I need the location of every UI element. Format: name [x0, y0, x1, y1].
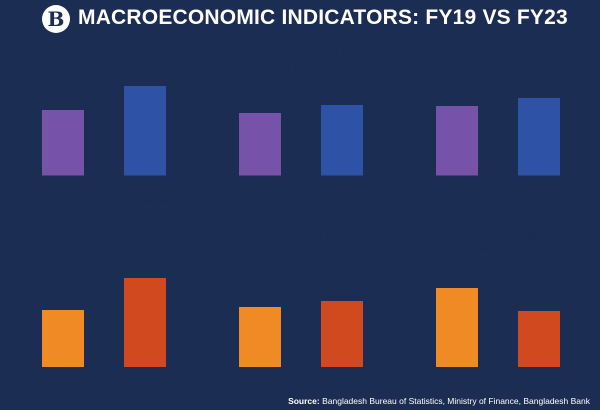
- source-label: Source:: [288, 396, 320, 406]
- tick-note: (Revised): [320, 385, 365, 387]
- panel-subtitle: AS % OF GDP: [263, 62, 337, 74]
- panel-subtitle: (TAKA PER US DOLLAR): [40, 243, 166, 255]
- bar-fy19: [436, 288, 478, 367]
- bar-chart: $40.5B $45.7B FY19 FY23(up to April): [416, 80, 578, 206]
- tick-note: (Provisional): [116, 194, 174, 206]
- panel-govt-expenditure: 13.3% 14.9% FY19 FY23 (Revised) GOVT EXPENDI…: [203, 40, 397, 206]
- brand-logo: B: [42, 5, 70, 33]
- bar-fy19: [42, 110, 84, 176]
- tick-label: FY19: [49, 181, 77, 193]
- data-label: 84.50: [47, 292, 80, 307]
- panel-private-investment: 25.25% 21.8% FY19 FY23(Revised) PRIVATE INV…: [400, 221, 594, 387]
- source-text: Bangladesh Bureau of Statistics, Ministr…: [322, 396, 590, 406]
- panel-subtitle: AS % OF GDP: [263, 243, 337, 255]
- data-label: 25.25%: [435, 270, 480, 285]
- logo-letter: B: [47, 7, 65, 31]
- source-note: Source: Bangladesh Bureau of Statistics,…: [288, 396, 590, 406]
- tick-note: (Revised): [320, 194, 365, 206]
- bar-fy23: [124, 86, 166, 176]
- bar-chart: $351B $454B FY19 FY23(Provisional): [22, 68, 184, 206]
- bar-fy19: [436, 106, 478, 176]
- bar-fy23: [518, 311, 560, 367]
- tick-label: FY23: [328, 372, 356, 384]
- data-label: 14.9%: [324, 87, 361, 102]
- tick-label: FY19: [443, 372, 471, 384]
- bar-fy19: [239, 307, 281, 367]
- axis-end-dot: [574, 174, 578, 178]
- axis-end-dot: [416, 174, 420, 178]
- data-label: 5.1%: [327, 283, 357, 298]
- data-label: 13.3%: [242, 95, 279, 110]
- tick-label: FY19: [246, 181, 274, 193]
- bar-chart: 4.7% 5.1% FY19 FY23(Revised): [239, 283, 365, 387]
- panel-export-earnings: $40.5B $45.7B FY19 FY23 (up to April) EXPORT…: [400, 40, 594, 206]
- panel-subtitle: AS % OF GDP: [460, 243, 534, 255]
- tick-label: FY19: [246, 372, 274, 384]
- panel-title: GOVT EXPENDITURE: [241, 48, 359, 60]
- data-label: $454B: [126, 68, 164, 83]
- tick-label: JUN 2019: [37, 372, 89, 384]
- panel-title: PRIVATE INVESTMENT: [434, 229, 560, 241]
- bar-chart: 25.25% 21.8% FY19 FY23(Revised): [435, 270, 562, 387]
- bar-may-2023: [124, 278, 166, 367]
- tick-label: FY23: [525, 372, 553, 384]
- bar-fy23: [321, 105, 363, 176]
- data-label: $40.5B: [436, 88, 478, 103]
- page-title: MACROECONOMIC INDICATORS: FY19 VS FY23: [78, 6, 568, 29]
- panel-exchange-rate: 84.50 108 JUN 2019 MAY 2023 INTER-BANK EXCH…: [6, 221, 200, 387]
- data-label: $45.7B: [518, 80, 560, 95]
- panel-title: BUDGET DEFICIT: [251, 229, 349, 241]
- tick-label: FY19: [443, 181, 471, 193]
- bar-fy23: [321, 301, 363, 367]
- tick-label: FY23: [328, 181, 356, 193]
- panel-title: GDP SIZE: [76, 48, 130, 60]
- axis-end-dot: [180, 174, 184, 178]
- tick-note: (Revised): [517, 385, 562, 387]
- data-label: 21.8%: [521, 293, 558, 308]
- data-label: 108: [134, 260, 156, 275]
- bar-chart: 13.3% 14.9% FY19 FY23(Revised): [219, 87, 381, 206]
- panel-budget-deficit: 4.7% 5.1% FY19 FY23(Revised) BUDGET DEFICIT…: [203, 221, 397, 387]
- header: B MACROECONOMIC INDICATORS: FY19 VS FY23: [0, 0, 600, 38]
- bar-chart: 84.50 108 JUN 2019 MAY 2023: [37, 260, 171, 384]
- axis-end-dot: [219, 174, 223, 178]
- panel-title: INTER-BANK EXCHANGE RATE: [16, 229, 190, 241]
- panel-gdp-size: $351B $454B FY19 FY23 (Provisional) GDP SIZE: [6, 40, 200, 206]
- axis-end-dot: [22, 174, 26, 178]
- data-label: $351B: [44, 92, 82, 107]
- tick-label: MAY 2023: [118, 372, 171, 384]
- bar-fy23: [518, 98, 560, 176]
- axis-end-dot: [377, 174, 381, 178]
- tick-note: (up to April): [512, 194, 566, 206]
- bar-fy19: [239, 113, 281, 176]
- panel-title: EXPORT EARNINGS: [441, 48, 553, 60]
- tick-label: FY23: [131, 181, 159, 193]
- bar-jun-2019: [42, 310, 84, 367]
- data-label: 4.7%: [245, 289, 275, 304]
- tick-label: FY23: [525, 181, 553, 193]
